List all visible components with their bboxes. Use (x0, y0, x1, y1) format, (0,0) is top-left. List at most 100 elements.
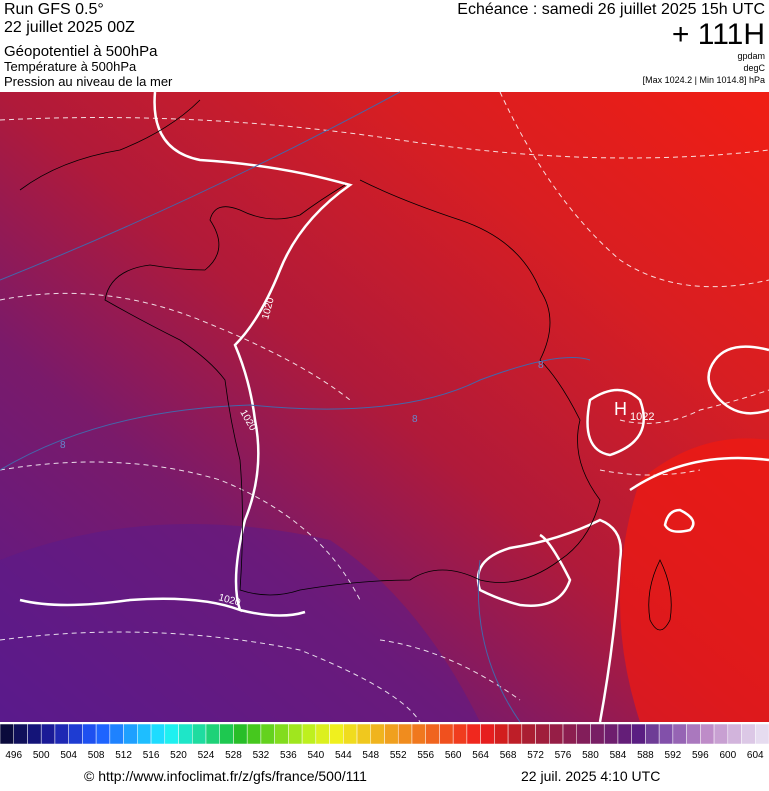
isotherm-label: 8 (538, 360, 544, 371)
colorbar-label: 544 (335, 750, 352, 761)
colorbar-label: 524 (198, 750, 215, 761)
colorbar-swatch (274, 723, 289, 745)
colorbar-label: 596 (692, 750, 709, 761)
colorbar-swatch (246, 723, 262, 745)
colorbar-swatch (13, 723, 28, 745)
colorbar-swatch (397, 723, 413, 745)
colorbar-swatch (631, 723, 646, 745)
colorbar-label: 564 (472, 750, 489, 761)
colorbar-swatch (686, 723, 701, 745)
colorbar-swatch (727, 723, 742, 745)
colorbar-swatch (260, 723, 275, 745)
colorbar-swatch (452, 723, 468, 745)
colorbar-swatch (109, 723, 124, 745)
unit-1: gpdam (737, 51, 765, 61)
colorbar-swatch (329, 723, 344, 745)
colorbar-swatch (617, 723, 632, 745)
colorbar-label: 532 (253, 750, 270, 761)
lead-time: + 111H (672, 18, 765, 51)
colorbar-swatch (178, 723, 193, 745)
high-value: 1022 (630, 411, 654, 423)
colorbar-label: 568 (500, 750, 517, 761)
colorbar-swatch (521, 723, 536, 745)
colorbar-label: 516 (143, 750, 160, 761)
colorbar-swatch (549, 723, 564, 745)
colorbar-swatch (356, 723, 372, 745)
colorbar-swatch (713, 723, 729, 745)
colorbar-label: 520 (170, 750, 187, 761)
colorbar-swatch (755, 723, 769, 745)
field-2: Température à 500hPa (4, 59, 137, 74)
run-title: Run GFS 0.5° (4, 1, 104, 18)
colorbar-swatch (205, 723, 220, 745)
field-3: Pression au niveau de la mer (4, 74, 173, 89)
colorbar-swatch (82, 723, 97, 745)
colorbar-swatch (741, 723, 756, 745)
footer: © http://www.infoclimat.fr/z/gfs/france/… (84, 768, 660, 784)
colorbar-swatch (0, 723, 14, 745)
colorbar-swatch (507, 723, 523, 745)
colorbar-label: 504 (60, 750, 77, 761)
colorbar-swatch (95, 723, 111, 745)
colorbar-label: 572 (527, 750, 544, 761)
colorbar-swatch (480, 723, 495, 745)
colorbar-label: 540 (307, 750, 324, 761)
isotherm-label: 8 (412, 414, 418, 425)
colorbar-swatch (150, 723, 166, 745)
colorbar-label: 576 (555, 750, 572, 761)
colorbar-label: 548 (362, 750, 379, 761)
colorbar-swatch (343, 723, 358, 745)
colorbar-swatch (315, 723, 330, 745)
field-1: Géopotentiel à 500hPa (4, 43, 158, 60)
colorbar-swatch (164, 723, 179, 745)
colorbar-label: 600 (719, 750, 736, 761)
generated-date: 22 juil. 2025 4:10 UTC (521, 768, 660, 784)
colorbar-swatch (603, 723, 619, 745)
colorbar-label: 588 (637, 750, 654, 761)
colorbar-label: 580 (582, 750, 599, 761)
colorbar-swatch (411, 723, 426, 745)
colorbar-swatch (645, 723, 660, 745)
source-url: © http://www.infoclimat.fr/z/gfs/france/… (84, 768, 367, 784)
colorbar-label: 560 (445, 750, 462, 761)
colorbar-swatch (123, 723, 138, 745)
colorbar-swatch (425, 723, 440, 745)
colorbar-label: 552 (390, 750, 407, 761)
unit-2: degC (743, 63, 765, 73)
colorbar-swatch (68, 723, 83, 745)
colorbar-label: 528 (225, 750, 242, 761)
run-date: 22 juillet 2025 00Z (4, 19, 135, 36)
colorbar-swatch (658, 723, 674, 745)
unit-3: [Max 1024.2 | Min 1014.8] hPa (643, 75, 765, 85)
colorbar-swatch (466, 723, 481, 745)
colorbar-swatch (288, 723, 303, 745)
colorbar-label: 536 (280, 750, 297, 761)
colorbar-swatch (562, 723, 578, 745)
colorbar-swatch (590, 723, 605, 745)
colorbar-swatch (700, 723, 715, 745)
map: 1020 1020 1020 1022 H 8 8 8 (0, 91, 769, 723)
colorbar: 496 500 504 508 512 516 520 524 528 532 536 540 544 5… (0, 723, 769, 761)
colorbar-swatch (576, 723, 591, 745)
colorbar-swatch (535, 723, 550, 745)
colorbar-label: 500 (33, 750, 50, 761)
colorbar-swatch (27, 723, 42, 745)
colorbar-swatch (192, 723, 207, 745)
colorbar-label: 496 (5, 750, 22, 761)
colorbar-swatch (40, 723, 56, 745)
colorbar-label: 592 (665, 750, 682, 761)
colorbar-label: 512 (115, 750, 132, 761)
colorbar-swatch (370, 723, 385, 745)
colorbar-swatch (233, 723, 248, 745)
colorbar-swatch (384, 723, 399, 745)
colorbar-swatch (219, 723, 234, 745)
colorbar-swatch (672, 723, 687, 745)
colorbar-label: 584 (610, 750, 627, 761)
colorbar-swatch (439, 723, 454, 745)
forecast-time: Echéance : samedi 26 juillet 2025 15h UT… (457, 1, 765, 18)
colorbar-swatch (494, 723, 509, 745)
colorbar-swatch (137, 723, 152, 745)
high-marker: H (614, 399, 627, 419)
colorbar-swatch (54, 723, 69, 745)
